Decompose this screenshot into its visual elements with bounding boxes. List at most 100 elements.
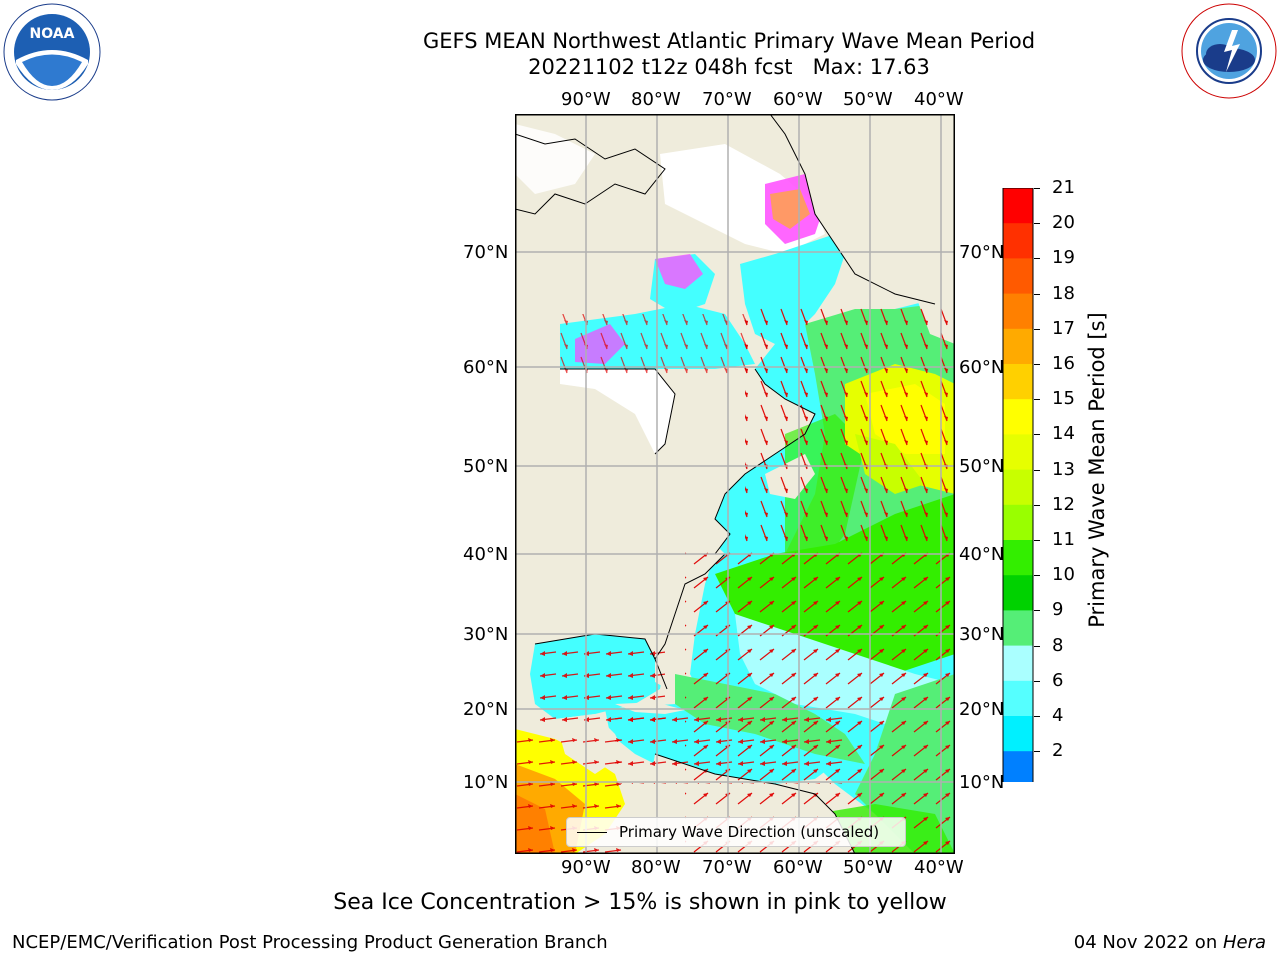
- baffin-ice-core: [770, 189, 810, 229]
- map-frame: [515, 114, 955, 854]
- colorbar-tick-mark: [1034, 399, 1040, 401]
- lat-tick-right-10n: 10°N: [959, 772, 1005, 793]
- lat-tick-left-20n: 20°N: [463, 699, 509, 720]
- colorbar-segment: [1003, 540, 1033, 576]
- coastline-james-bay: [560, 368, 676, 455]
- colorbar-tick-label: 12: [1052, 493, 1075, 515]
- colorbar-segment: [1003, 751, 1033, 787]
- lat-tick-right-30n: 30°N: [959, 624, 1005, 645]
- lon-tick-bottom-60w: 60°W: [773, 857, 823, 878]
- lat-tick-right-50n: 50°N: [959, 456, 1005, 477]
- lon-tick-top-90w: 90°W: [561, 89, 611, 110]
- colorbar-tick-mark: [1034, 504, 1040, 506]
- nws-logo: [1180, 2, 1278, 100]
- colorbar-segment: [1003, 575, 1033, 611]
- colorbar-tick-label: 17: [1052, 317, 1075, 339]
- colorbar-tick-label: 16: [1052, 353, 1075, 374]
- colorbar-tick-mark: [1034, 469, 1040, 471]
- svg-text:NOAA: NOAA: [30, 26, 75, 42]
- footer-branch: NCEP/EMC/Verification Post Processing Pr…: [12, 932, 608, 953]
- lon-tick-bottom-50w: 50°W: [843, 857, 893, 878]
- colorbar-segment: [1003, 258, 1033, 295]
- coastline-greenland: [769, 114, 936, 305]
- noaa-logo: NOAA: [2, 2, 102, 102]
- colorbar-tick-mark: [1034, 645, 1040, 647]
- coastline-labrador: [714, 368, 816, 555]
- colorbar-ticks: 21 20 19 18 17 16 15 14 13 12 11 10 9 8 6 4 2: [1034, 0, 1100, 800]
- chart-title: GEFS MEAN Northwest Atlantic Primary Wav…: [422, 29, 1036, 53]
- greenland-land: [770, 114, 955, 304]
- colorbar-tick-mark: [1034, 751, 1040, 753]
- lat-tick-right-20n: 20°N: [959, 699, 1005, 720]
- lat-tick-left-10n: 10°N: [463, 772, 509, 793]
- lat-tick-left-60n: 60°N: [463, 357, 509, 378]
- colorbar-tick-mark: [1034, 364, 1040, 365]
- colorbar-tick-mark: [1034, 716, 1040, 717]
- lat-tick-right-60n: 60°N: [959, 357, 1005, 378]
- colorbar-tick-label: 13: [1052, 458, 1075, 480]
- map-panel: [515, 114, 955, 854]
- lat-tick-left-40n: 40°N: [463, 544, 509, 565]
- colorbar-tick-label: 18: [1052, 282, 1075, 304]
- colorbar-tick-mark: [1034, 258, 1040, 260]
- colorbar-tick-mark: [1034, 188, 1040, 189]
- colorbar: [1002, 187, 1034, 817]
- lat-tick-left-30n: 30°N: [463, 624, 509, 645]
- lat-tick-right-70n: 70°N: [959, 242, 1005, 263]
- lat-tick-left-70n: 70°N: [463, 242, 509, 263]
- colorbar-tick-label: 2: [1052, 740, 1064, 762]
- colorbar-segment: [1003, 223, 1033, 259]
- colorbar-tick-mark: [1034, 434, 1040, 436]
- footer-date: 04 Nov 2022 on: [1073, 932, 1223, 953]
- colorbar-tick-mark: [1034, 328, 1040, 330]
- colorbar-tick-label: 11: [1052, 529, 1075, 550]
- colorbar-segment: [1003, 716, 1033, 752]
- lon-tick-top-50w: 50°W: [843, 89, 893, 110]
- colorbar-segment: [1003, 328, 1033, 365]
- lon-tick-top-80w: 80°W: [631, 89, 681, 110]
- lon-tick-bottom-80w: 80°W: [631, 857, 681, 878]
- foxe-basin-ice: [655, 254, 703, 289]
- colorbar-tick-label: 19: [1052, 247, 1075, 269]
- colorbar-tick-label: 10: [1052, 564, 1075, 586]
- colorbar-tick-label: 6: [1052, 669, 1064, 691]
- lat-tick-left-50n: 50°N: [463, 456, 509, 477]
- wave-direction-arrows-caribbean: [615, 704, 845, 784]
- colorbar-tick-label: 20: [1052, 212, 1075, 234]
- james-bay-land-white: [560, 369, 675, 454]
- lon-tick-bottom-70w: 70°W: [702, 857, 752, 878]
- colorbar-tick-mark: [1034, 680, 1040, 682]
- colorbar-segment: [1003, 399, 1033, 435]
- colorbar-tick-mark: [1034, 540, 1040, 541]
- colorbar-segment: [1003, 680, 1033, 717]
- colorbar-segment: [1003, 645, 1033, 682]
- coastline-gulf: [534, 633, 668, 690]
- colorbar-tick-mark: [1034, 223, 1040, 225]
- colorbar-tick-label: 9: [1052, 599, 1064, 621]
- map-legend: Primary Wave Direction (unscaled): [566, 817, 906, 847]
- colorbar-tick-label: 15: [1052, 388, 1075, 410]
- legend-line-swatch: [577, 831, 607, 833]
- wave-direction-arrows-north: [745, 304, 955, 544]
- colorbar-segment: [1003, 434, 1033, 471]
- lon-tick-top-40w: 40°W: [914, 89, 964, 110]
- coastline-us-east: [654, 553, 726, 660]
- colorbar-label: Primary Wave Mean Period [s]: [1085, 312, 1109, 628]
- sea-ice-caption: Sea Ice Concentration > 15% is shown in …: [333, 890, 947, 915]
- lon-tick-top-60w: 60°W: [773, 89, 823, 110]
- north-america-land: [515, 514, 725, 659]
- colorbar-tick-label: 8: [1052, 634, 1064, 656]
- colorbar-tick-mark: [1034, 293, 1040, 295]
- colorbar-tick-mark: [1034, 610, 1040, 612]
- colorbar-segment: [1003, 469, 1033, 506]
- legend-label: Primary Wave Direction (unscaled): [619, 823, 880, 841]
- colorbar-segment: [1003, 364, 1033, 400]
- coastline-arctic-islands: [515, 133, 666, 215]
- colorbar-tick-label: 14: [1052, 423, 1075, 445]
- footer-date-host: 04 Nov 2022 on Hera: [1074, 932, 1266, 953]
- chart-subtitle: 20221102 t12z 048h fcst Max: 17.63: [528, 55, 930, 79]
- colorbar-segment: [1003, 504, 1033, 541]
- sea-ice-archipelago: [515, 124, 595, 194]
- wave-direction-arrows-hudson: [560, 314, 750, 374]
- wave-direction-arrows-atlantic: [685, 544, 955, 854]
